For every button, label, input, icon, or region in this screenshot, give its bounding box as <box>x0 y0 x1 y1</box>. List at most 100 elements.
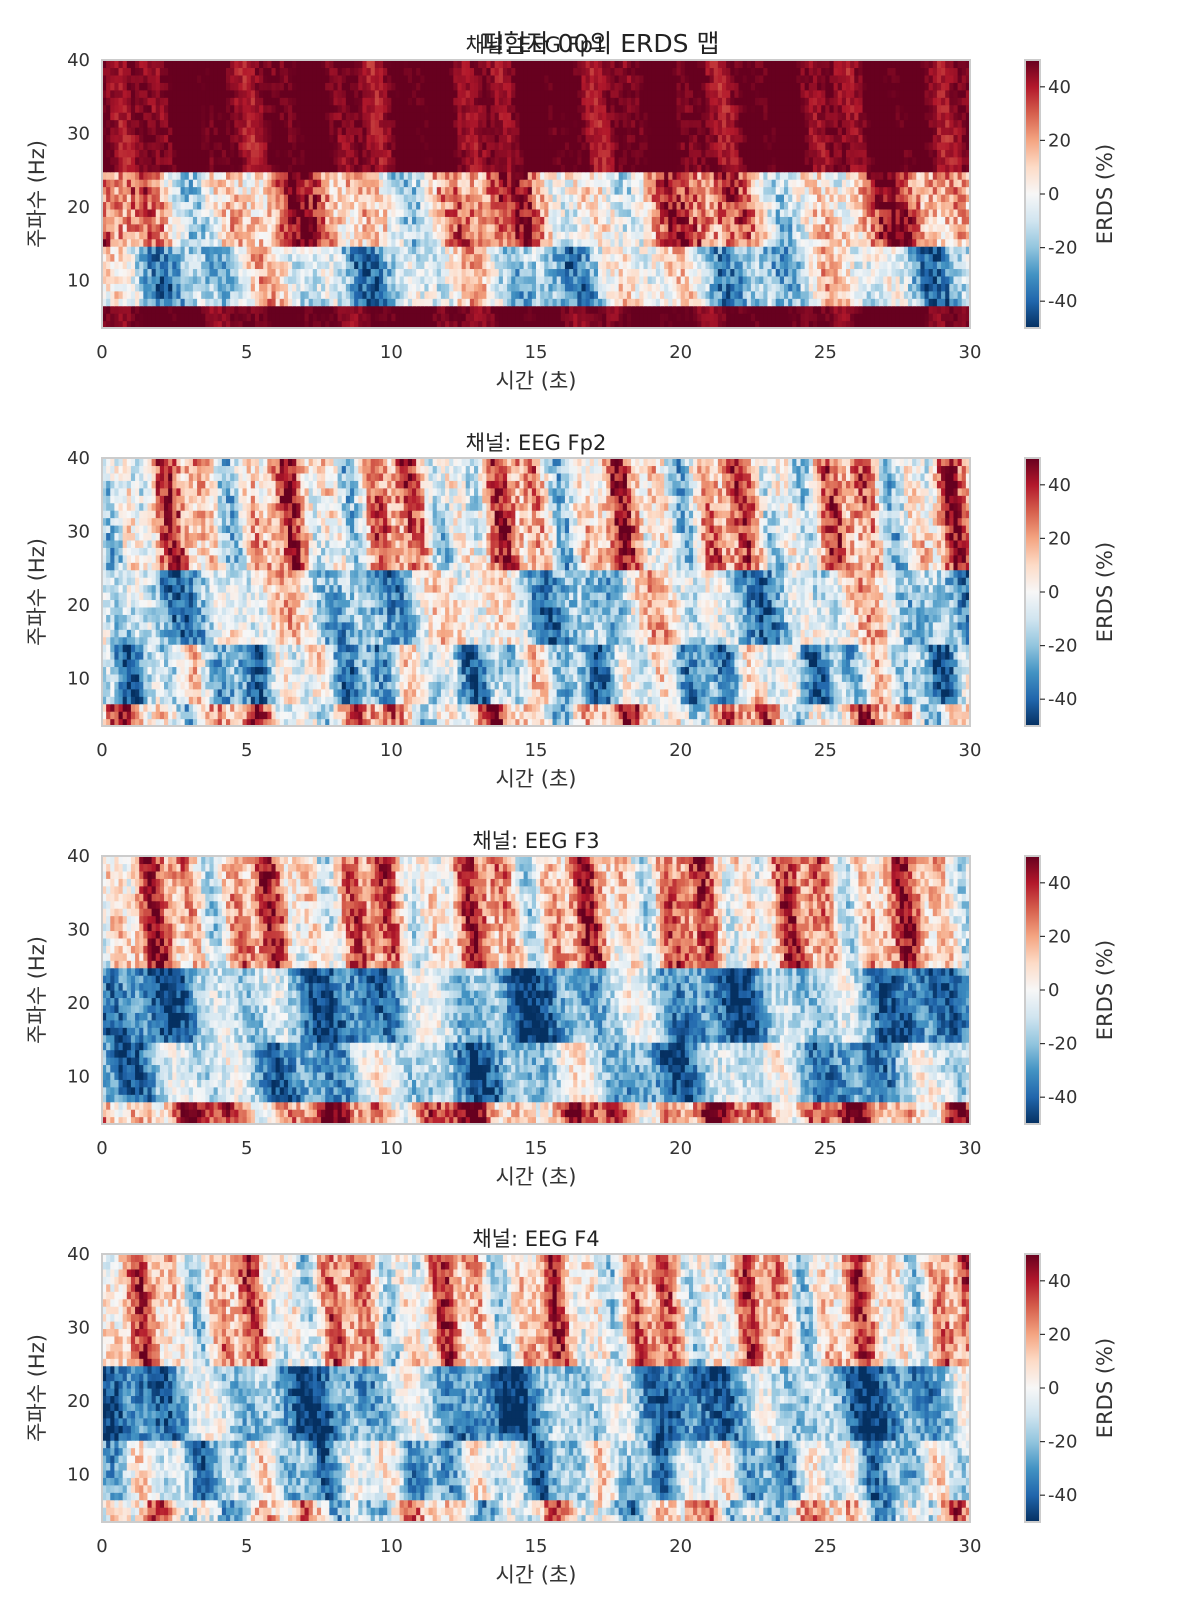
heatmap-cell <box>230 275 235 284</box>
heatmap-cell <box>899 171 905 180</box>
heatmap-cell <box>519 275 525 284</box>
heatmap-cell <box>226 231 231 240</box>
heatmap-cell <box>540 261 545 270</box>
heatmap-cell <box>626 164 632 173</box>
heatmap-cell <box>833 320 839 329</box>
heatmap-cell <box>523 208 529 217</box>
heatmap-cell <box>478 268 483 277</box>
heatmap-cell <box>283 223 289 232</box>
heatmap-cell <box>668 320 673 329</box>
heatmap-cell <box>713 171 719 180</box>
heatmap-cell <box>370 149 376 158</box>
heatmap-cell <box>643 171 649 180</box>
heatmap-cell <box>292 290 297 299</box>
heatmap-cell <box>593 164 599 173</box>
heatmap-cell <box>598 149 603 158</box>
heatmap-cell <box>420 171 425 180</box>
heatmap-cell <box>205 246 211 255</box>
heatmap-cell <box>531 201 537 210</box>
heatmap-cell <box>238 253 244 262</box>
heatmap-cell <box>292 208 297 217</box>
heatmap-cell <box>469 156 475 165</box>
heatmap-cell <box>631 268 636 277</box>
heatmap-cell <box>350 216 355 225</box>
heatmap-cell <box>767 320 773 329</box>
heatmap-cell <box>279 298 285 307</box>
heatmap-cell <box>536 171 541 180</box>
heatmap-cell <box>854 223 859 232</box>
heatmap-cell <box>383 253 388 262</box>
heatmap-cell <box>622 216 628 225</box>
heatmap-cell <box>523 275 529 284</box>
heatmap-cell <box>424 201 430 210</box>
heatmap-cell <box>862 313 868 322</box>
heatmap-cell <box>482 216 487 225</box>
heatmap-cell <box>341 268 347 277</box>
heatmap-cell <box>837 238 843 247</box>
heatmap-cell <box>717 231 723 240</box>
heatmap-cell <box>147 156 153 165</box>
heatmap-cell <box>374 261 380 270</box>
heatmap-cell <box>205 268 211 277</box>
heatmap-cell <box>523 186 529 195</box>
heatmap-cell <box>693 186 698 195</box>
heatmap-cell <box>606 186 611 195</box>
heatmap-cell <box>395 164 401 173</box>
heatmap-cell <box>866 320 872 329</box>
heatmap-cell <box>585 253 591 262</box>
heatmap-cell <box>808 313 814 322</box>
heatmap-cell <box>705 164 711 173</box>
heatmap-cell <box>664 246 669 255</box>
heatmap-cell <box>577 320 583 329</box>
heatmap-cell <box>812 261 818 270</box>
heatmap-cell <box>660 261 665 270</box>
heatmap-cell <box>903 171 909 180</box>
heatmap-cell <box>846 246 851 255</box>
heatmap-cell <box>395 156 401 165</box>
heatmap-cell <box>271 268 277 277</box>
heatmap-cell <box>573 305 578 314</box>
heatmap-cell <box>135 208 140 217</box>
heatmap-cell <box>775 156 781 165</box>
heatmap-cell <box>846 201 851 210</box>
heatmap-cell <box>688 275 694 284</box>
heatmap-cell <box>176 216 182 225</box>
heatmap-cell <box>234 313 239 322</box>
heatmap-cell <box>924 201 930 210</box>
heatmap-cell <box>432 164 438 173</box>
heatmap-cell <box>895 171 901 180</box>
heatmap-cell <box>321 156 326 165</box>
heatmap-cell <box>763 283 769 292</box>
heatmap-cell <box>168 283 173 292</box>
heatmap-cell <box>507 231 512 240</box>
heatmap-cell <box>436 156 442 165</box>
heatmap-cell <box>180 290 186 299</box>
heatmap-cell <box>862 208 868 217</box>
heatmap-cell <box>812 216 818 225</box>
heatmap-cell <box>445 149 450 158</box>
heatmap-cell <box>796 156 802 165</box>
heatmap-cell <box>606 283 611 292</box>
heatmap-cell <box>837 223 843 232</box>
heatmap-cell <box>106 171 111 180</box>
heatmap-cell <box>420 208 425 217</box>
heatmap-cell <box>569 253 574 262</box>
heatmap-cell <box>622 164 628 173</box>
heatmap-cell <box>941 283 946 292</box>
heatmap-cell <box>383 186 388 195</box>
heatmap-cell <box>759 171 764 180</box>
heatmap-cell <box>498 201 504 210</box>
heatmap-cell <box>924 164 930 173</box>
heatmap-cell <box>453 194 459 203</box>
heatmap-cell <box>928 156 934 165</box>
heatmap-cell <box>846 283 851 292</box>
heatmap-cell <box>135 283 140 292</box>
heatmap-cell <box>788 290 793 299</box>
heatmap-cell <box>478 164 483 173</box>
heatmap-cell <box>461 149 467 158</box>
heatmap-cell <box>159 275 165 284</box>
heatmap-cell <box>383 171 388 180</box>
heatmap-cell <box>920 216 926 225</box>
heatmap-cell <box>891 320 897 329</box>
heatmap-cell <box>742 194 748 203</box>
